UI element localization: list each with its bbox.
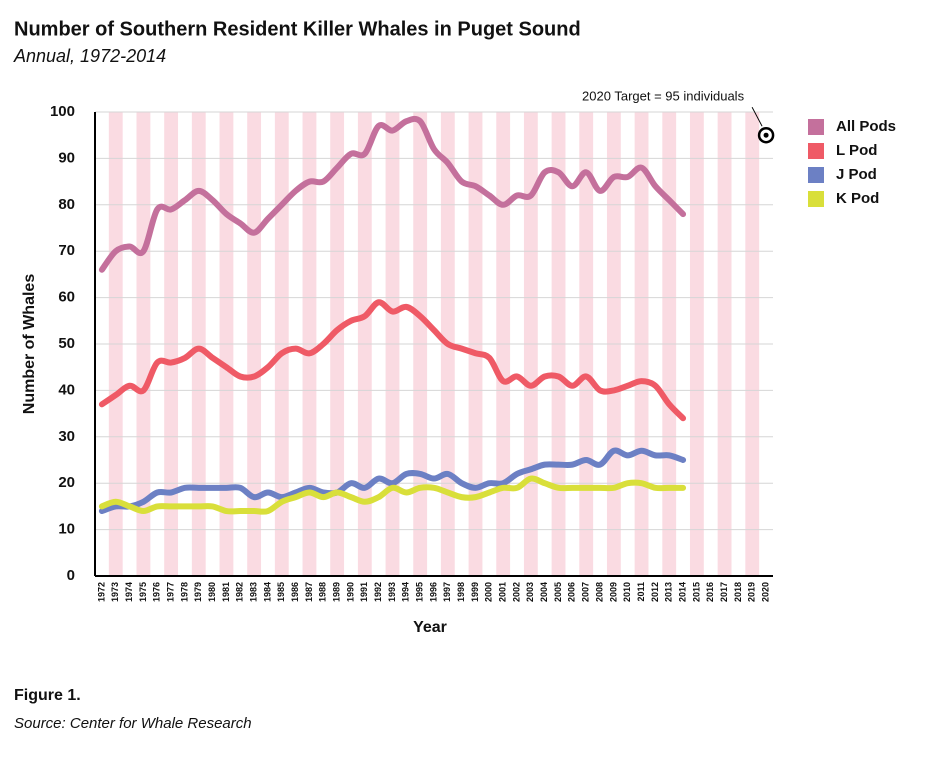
series-line (98, 299, 687, 422)
figure-label: Figure 1. (14, 687, 81, 704)
annotation-leader (751, 106, 763, 127)
x-tick-label: 2007 (581, 582, 591, 602)
x-tick-label: 1978 (179, 582, 189, 602)
x-tick-label: 2002 (511, 582, 521, 602)
x-tick-label: 1974 (124, 582, 134, 602)
series-line (98, 475, 687, 515)
x-tick-label: 1999 (470, 582, 480, 602)
x-tick-label: 2001 (498, 582, 508, 602)
legend-label: All Pods (836, 118, 896, 135)
annotation-text: 2020 Target = 95 individuals (582, 89, 745, 104)
x-tick-label: 1998 (456, 582, 466, 602)
x-tick-label: 2018 (733, 582, 743, 602)
x-tick-label: 1990 (345, 582, 355, 602)
x-tick-label: 2011 (636, 582, 646, 602)
y-tick-label: 50 (58, 335, 75, 352)
y-tick-label: 0 (67, 567, 75, 584)
x-tick-label: 1982 (235, 582, 245, 602)
y-tick-label: 90 (58, 149, 75, 166)
y-tick-label: 70 (58, 242, 75, 259)
x-tick-label: 2005 (553, 582, 563, 602)
chart-title: Number of Southern Resident Killer Whale… (14, 18, 581, 40)
y-tick-label: 20 (58, 474, 75, 491)
y-tick-label: 60 (58, 289, 75, 306)
chart-subtitle: Annual, 1972-2014 (13, 46, 166, 66)
x-tick-label: 2009 (608, 582, 618, 602)
x-tick-label: 2006 (567, 582, 577, 602)
x-tick-label: 1980 (207, 582, 217, 602)
x-tick-label: 1992 (373, 582, 383, 602)
x-tick-label: 1981 (221, 582, 231, 602)
legend-swatch (808, 119, 824, 135)
y-tick-label: 10 (58, 521, 75, 538)
y-tick-label: 30 (58, 428, 75, 445)
legend-swatch (808, 167, 824, 183)
y-axis-label: Number of Whales (21, 274, 38, 415)
x-tick-label: 2019 (747, 582, 757, 602)
x-tick-label: 1988 (318, 582, 328, 602)
x-tick-label: 1997 (442, 582, 452, 602)
y-tick-label: 80 (58, 196, 75, 213)
x-tick-label: 1983 (248, 582, 258, 602)
x-tick-label: 2008 (594, 582, 604, 602)
y-tick-label: 40 (58, 381, 75, 398)
y-tick-label: 100 (50, 103, 75, 120)
x-tick-label: 2000 (484, 582, 494, 602)
x-tick-label: 2004 (539, 582, 549, 602)
x-tick-label: 1975 (138, 582, 148, 602)
x-tick-label: 1976 (152, 582, 162, 602)
x-tick-label: 1993 (387, 582, 397, 602)
x-tick-label: 1991 (359, 582, 369, 602)
x-tick-label: 2016 (705, 582, 715, 602)
x-tick-label: 1979 (193, 582, 203, 602)
x-tick-label: 2020 (760, 582, 770, 602)
x-tick-label: 1987 (304, 582, 314, 602)
x-tick-label: 2015 (691, 582, 701, 602)
x-tick-label: 1973 (110, 582, 120, 602)
series-line (98, 447, 687, 515)
x-tick-label: 2013 (664, 582, 674, 602)
legend-swatch (808, 143, 824, 159)
x-tick-label: 1985 (276, 582, 286, 602)
x-tick-label: 1994 (401, 582, 411, 602)
series-line (98, 115, 687, 273)
x-tick-label: 1972 (96, 582, 106, 602)
x-tick-label: 1977 (165, 582, 175, 602)
target-dot (763, 132, 769, 138)
legend-label: K Pod (836, 190, 879, 207)
x-tick-label: 1996 (428, 582, 438, 602)
x-axis-label: Year (413, 619, 447, 636)
source: Source: Center for Whale Research (14, 715, 252, 732)
x-tick-label: 2012 (650, 582, 660, 602)
legend-label: L Pod (836, 142, 877, 159)
legend-label: J Pod (836, 166, 877, 183)
x-tick-label: 1986 (290, 582, 300, 602)
x-tick-label: 2017 (719, 582, 729, 602)
legend-swatch (808, 191, 824, 207)
x-tick-label: 2010 (622, 582, 632, 602)
x-tick-label: 1989 (332, 582, 342, 602)
x-tick-label: 2014 (677, 582, 687, 602)
x-tick-label: 2003 (525, 582, 535, 602)
x-tick-label: 1984 (262, 582, 272, 602)
x-tick-label: 1995 (415, 582, 425, 602)
